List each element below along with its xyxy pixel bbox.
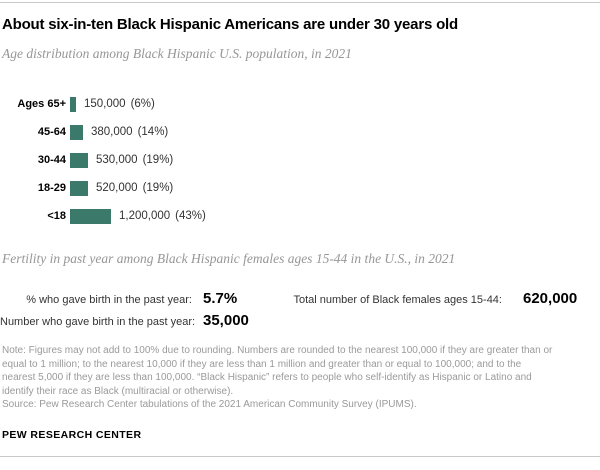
category-label: 45-64 — [37, 126, 66, 138]
top-rule — [0, 2, 600, 3]
category-label: Ages 65+ — [17, 98, 66, 110]
footer-brand: PEW RESEARCH CENTER — [2, 429, 142, 441]
category-label: 18-29 — [37, 182, 66, 194]
stat-value-total-females: 620,000 — [523, 290, 578, 307]
bar — [70, 124, 83, 140]
note-line: equal to 1 million; to the nearest 10,00… — [2, 358, 522, 370]
stat-label-total-females: Total number of Black females ages 15-44… — [293, 294, 502, 306]
note-line: Note: Figures may not add to 100% due to… — [2, 345, 553, 356]
stat-value-pct-birth: 5.7% — [203, 290, 238, 307]
category-label: <18 — [47, 210, 66, 222]
bar — [70, 180, 88, 196]
note-line: Source: Pew Research Center tabulations … — [2, 399, 417, 410]
stat-label-pct-birth: % who gave birth in the past year: — [26, 294, 192, 306]
value-label: 530,000 (19%) — [96, 154, 174, 166]
age-bar-chart: Ages 65+ 150,000 (6%) 45-64 380,000 (14%) 30-4… — [0, 90, 460, 230]
chart-subtitle: Age distribution among Black Hispanic U.… — [2, 46, 352, 61]
category-label: 30-44 — [37, 154, 66, 166]
chart-row: Ages 65+ 150,000 (6%) — [0, 90, 460, 118]
value-label: 1,200,000 (43%) — [119, 210, 206, 222]
value-label: 150,000 (6%) — [84, 98, 155, 110]
bar — [70, 152, 88, 168]
stat-value-number-birth: 35,000 — [203, 312, 249, 329]
page-title: About six-in-ten Black Hispanic American… — [2, 16, 458, 33]
stat-label-number-birth: Number who gave birth in the past year: — [0, 316, 196, 328]
value-label: 380,000 (14%) — [91, 126, 169, 138]
chart-row: 18-29 520,000 (19%) — [0, 174, 460, 202]
chart-row: <18 1,200,000 (43%) — [0, 202, 460, 230]
bar — [70, 208, 111, 224]
chart-row: 45-64 380,000 (14%) — [0, 118, 460, 146]
note-line: identify their race as Black (multiracia… — [2, 385, 234, 397]
chart-row: 30-44 530,000 (19%) — [0, 146, 460, 174]
bottom-rule — [0, 456, 600, 457]
note-line: nearest 5,000 if they are less than 100,… — [2, 372, 532, 383]
bar — [70, 96, 76, 112]
note-text: Note: Figures may not add to 100% due to… — [2, 344, 552, 412]
value-label: 520,000 (19%) — [96, 182, 174, 194]
fertility-subtitle: Fertility in past year among Black Hispa… — [2, 251, 456, 266]
